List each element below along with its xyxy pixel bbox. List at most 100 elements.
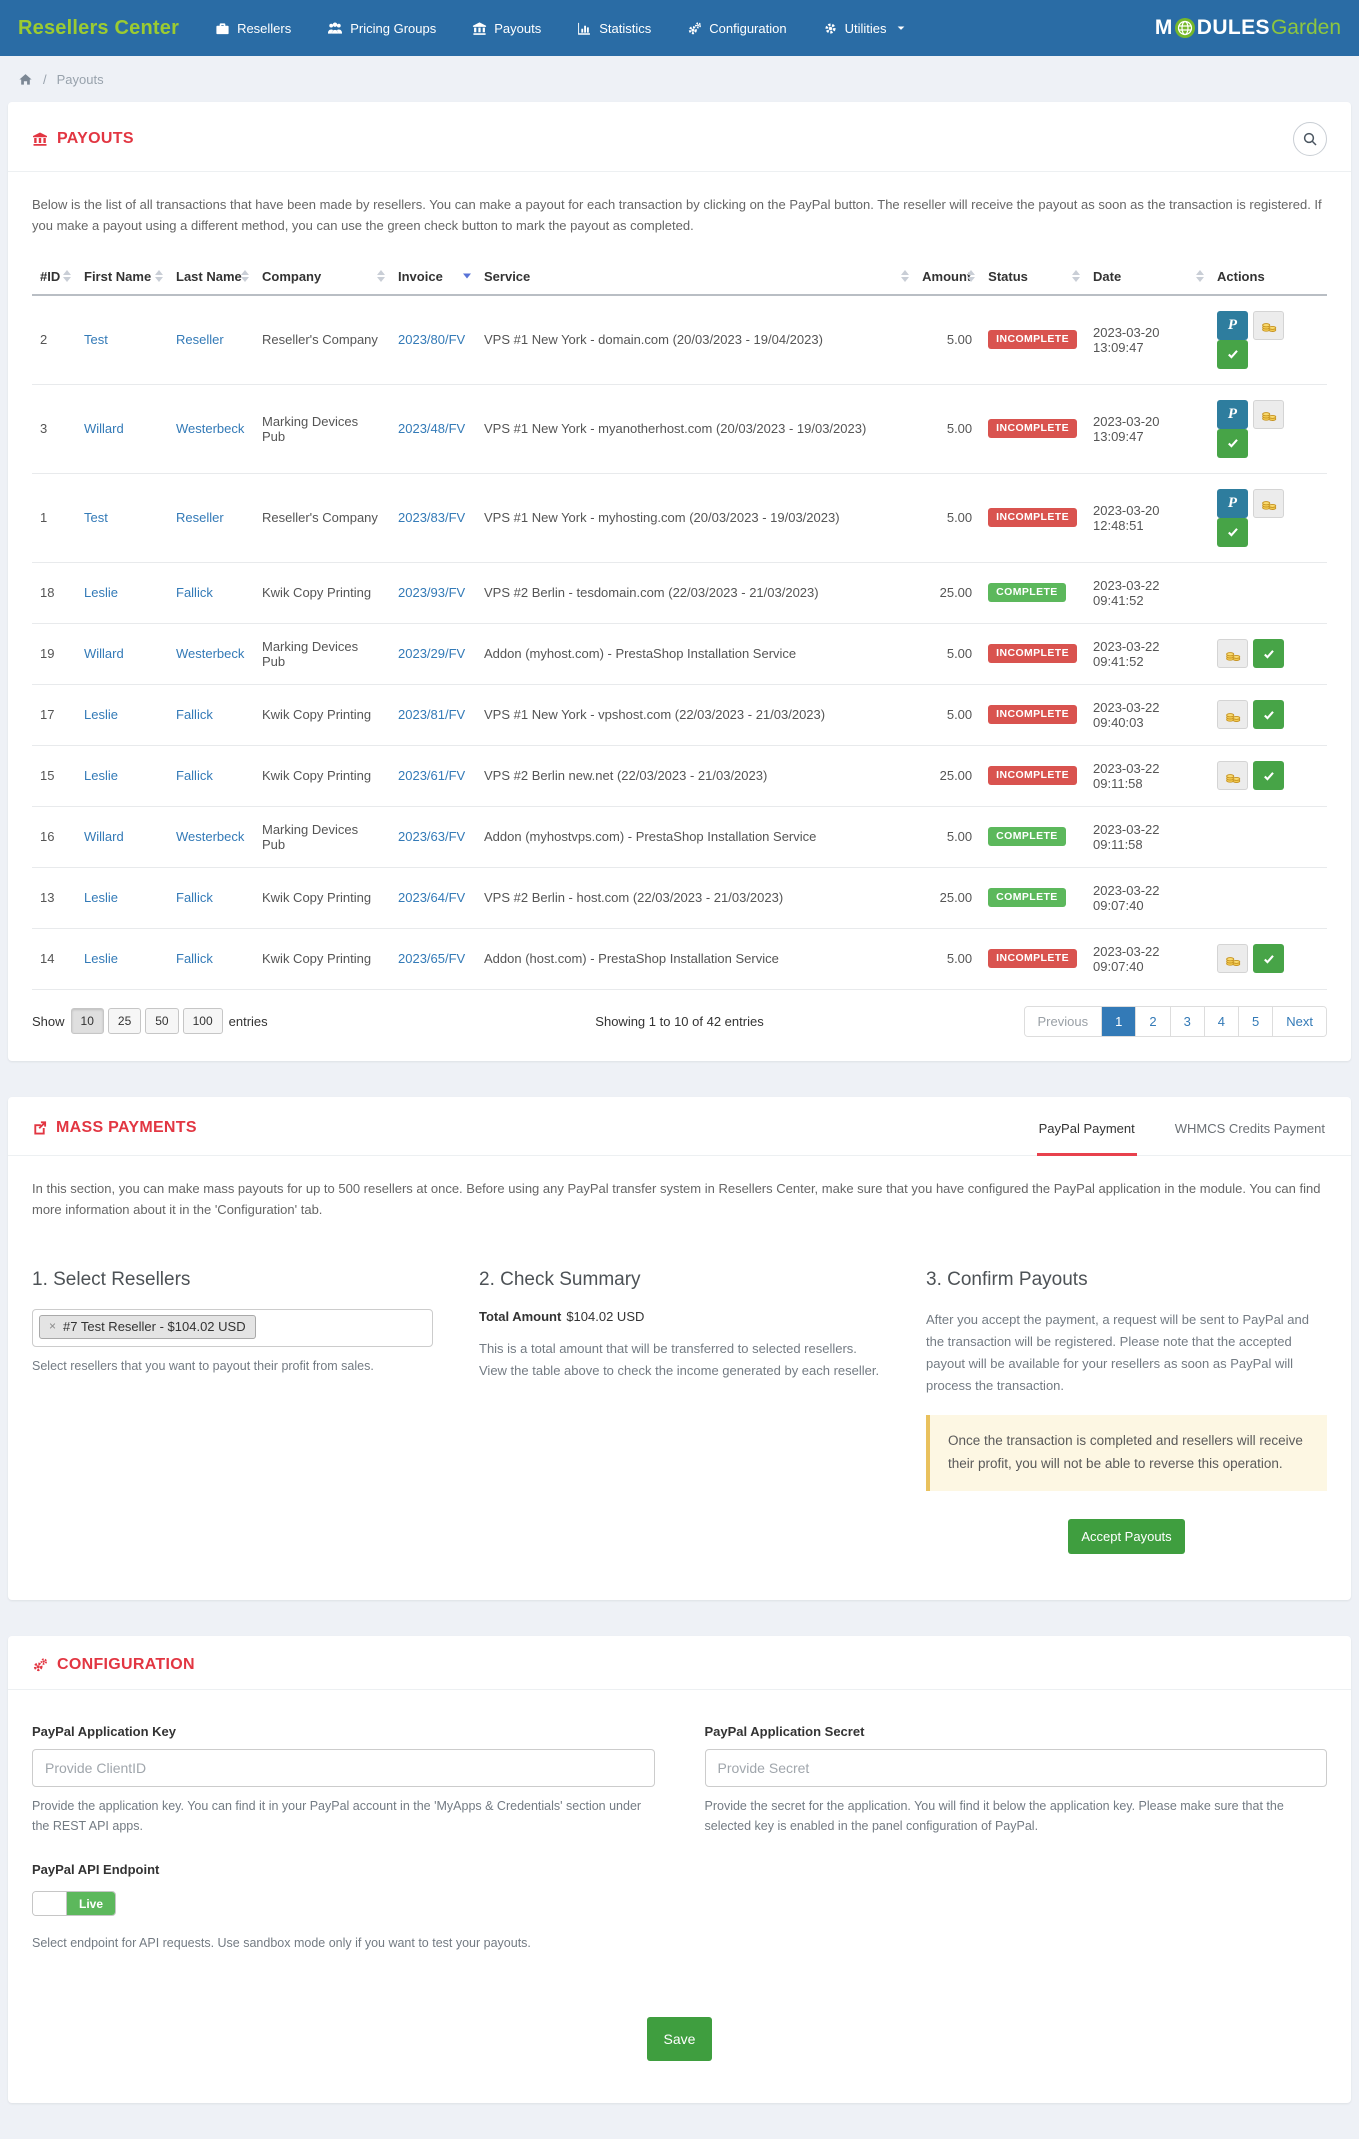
cell-invoice: 2023/81/FV: [390, 684, 476, 746]
cell-service: VPS #2 Berlin new.net (22/03/2023 - 21/0…: [476, 745, 915, 807]
mark-complete-button[interactable]: [1217, 428, 1248, 458]
column-header-service[interactable]: Service: [476, 258, 915, 296]
last-name-link[interactable]: Westerbeck: [176, 421, 245, 437]
invoice-link[interactable]: 2023/83/FV: [398, 510, 466, 526]
step3-heading: 3. Confirm Payouts: [926, 1268, 1088, 1290]
mark-complete-button[interactable]: [1217, 339, 1248, 369]
cell-invoice: 2023/61/FV: [390, 745, 476, 807]
app-secret-label: PayPal Application Secret: [704, 1724, 865, 1739]
credits-payout-button[interactable]: [1217, 700, 1248, 730]
last-name-link[interactable]: Reseller: [176, 510, 224, 526]
first-name-link[interactable]: Willard: [84, 421, 124, 437]
first-name-link[interactable]: Willard: [84, 829, 124, 845]
first-name-link[interactable]: Leslie: [84, 585, 118, 601]
app-brand[interactable]: Resellers Center: [18, 16, 180, 39]
nav-item-statistics[interactable]: Statistics: [577, 21, 651, 36]
pagination-page-1[interactable]: 1: [1101, 1006, 1136, 1036]
cell-first-name: Test: [76, 473, 168, 563]
credits-payout-button[interactable]: [1253, 488, 1284, 518]
page-size-10[interactable]: 10: [70, 1008, 104, 1035]
mark-complete-button[interactable]: [1253, 639, 1284, 669]
last-name-link[interactable]: Reseller: [176, 332, 224, 348]
last-name-link[interactable]: Fallick: [176, 890, 213, 906]
nav-item-utilities[interactable]: Utilities: [823, 21, 908, 36]
column-header-first-name[interactable]: First Name: [76, 258, 168, 296]
paypal-payout-button[interactable]: P: [1217, 399, 1248, 429]
first-name-link[interactable]: Willard: [84, 646, 124, 662]
credits-payout-button[interactable]: [1217, 639, 1248, 669]
endpoint-toggle-value: Live: [67, 1892, 115, 1915]
mark-complete-button[interactable]: [1253, 761, 1284, 791]
invoice-link[interactable]: 2023/65/FV: [398, 951, 466, 967]
first-name-link[interactable]: Test: [84, 510, 108, 526]
first-name-link[interactable]: Leslie: [84, 707, 118, 723]
first-name-link[interactable]: Leslie: [84, 951, 118, 967]
credits-payout-button[interactable]: [1253, 399, 1284, 429]
nav-item-configuration[interactable]: Configuration: [687, 21, 787, 36]
step1-heading: 1. Select Resellers: [32, 1268, 191, 1290]
page-size-50[interactable]: 50: [145, 1008, 179, 1035]
pagination-page-3[interactable]: 3: [1169, 1006, 1204, 1036]
invoice-link[interactable]: 2023/80/FV: [398, 332, 466, 348]
pagination-page-2[interactable]: 2: [1135, 1006, 1170, 1036]
save-button[interactable]: Save: [646, 2017, 713, 2061]
column-header-invoice[interactable]: Invoice: [390, 258, 476, 296]
paypal-payout-button[interactable]: P: [1217, 310, 1248, 340]
last-name-link[interactable]: Westerbeck: [176, 829, 245, 845]
column-header-date[interactable]: Date: [1085, 258, 1209, 296]
cell-last-name: Fallick: [168, 562, 254, 624]
column-header-status[interactable]: Status: [980, 258, 1085, 296]
home-icon[interactable]: [18, 72, 33, 87]
tab-paypal-payment[interactable]: PayPal Payment: [1036, 1097, 1137, 1156]
column-header-id[interactable]: #ID: [32, 258, 76, 296]
invoice-link[interactable]: 2023/61/FV: [398, 768, 466, 784]
tab-whmcs-credits-payment[interactable]: WHMCS Credits Payment: [1174, 1120, 1325, 1136]
pagination-previous[interactable]: Previous: [1024, 1006, 1102, 1036]
invoice-link[interactable]: 2023/29/FV: [398, 646, 466, 662]
mark-complete-button[interactable]: [1253, 700, 1284, 730]
search-button[interactable]: [1293, 122, 1327, 156]
column-header-last-name[interactable]: Last Name: [168, 258, 254, 296]
mark-complete-button[interactable]: [1217, 517, 1248, 547]
resellers-multiselect[interactable]: × #7 Test Reseller - $104.02 USD: [32, 1308, 433, 1347]
first-name-link[interactable]: Test: [84, 332, 108, 348]
cell-actions: [1209, 623, 1327, 685]
last-name-link[interactable]: Fallick: [176, 951, 213, 967]
nav-item-resellers[interactable]: Resellers: [215, 21, 291, 36]
table-header-row: #ID First Name Last Name Company Invoice Serv…: [32, 258, 1327, 296]
last-name-link[interactable]: Fallick: [176, 585, 213, 601]
nav-item-payouts[interactable]: Payouts: [472, 21, 541, 36]
invoice-link[interactable]: 2023/93/FV: [398, 585, 466, 601]
last-name-link[interactable]: Fallick: [176, 707, 213, 723]
cell-id: 17: [32, 684, 76, 746]
last-name-link[interactable]: Westerbeck: [176, 646, 245, 662]
accept-payouts-button[interactable]: Accept Payouts: [1068, 1519, 1185, 1554]
invoice-link[interactable]: 2023/81/FV: [398, 707, 466, 723]
invoice-link[interactable]: 2023/48/FV: [398, 421, 466, 437]
pagination-page-5[interactable]: 5: [1238, 1006, 1273, 1036]
nav-item-pricing-groups[interactable]: Pricing Groups: [327, 20, 436, 36]
first-name-link[interactable]: Leslie: [84, 890, 118, 906]
endpoint-toggle[interactable]: Live: [32, 1891, 116, 1916]
pagination-next[interactable]: Next: [1272, 1006, 1326, 1036]
paypal-payout-button[interactable]: P: [1217, 488, 1248, 518]
top-navbar: Resellers Center Resellers Pricing Groups…: [0, 0, 1359, 56]
last-name-link[interactable]: Fallick: [176, 768, 213, 784]
credits-payout-button[interactable]: [1217, 944, 1248, 974]
remove-tag-icon[interactable]: ×: [49, 1319, 57, 1334]
cell-amount: 5.00: [914, 623, 981, 685]
invoice-link[interactable]: 2023/64/FV: [398, 890, 466, 906]
column-header-amount[interactable]: Amount: [914, 258, 981, 296]
page-size-100[interactable]: 100: [182, 1008, 223, 1035]
first-name-link[interactable]: Leslie: [84, 768, 118, 784]
invoice-link[interactable]: 2023/63/FV: [398, 829, 466, 845]
app-secret-input[interactable]: [704, 1749, 1327, 1787]
credits-payout-button[interactable]: [1253, 310, 1284, 340]
mark-complete-button[interactable]: [1253, 944, 1284, 974]
app-key-input[interactable]: [32, 1749, 655, 1787]
page-size-25[interactable]: 25: [107, 1008, 142, 1035]
credits-payout-button[interactable]: [1217, 761, 1248, 791]
column-header-company[interactable]: Company: [254, 258, 390, 296]
cell-actions: [1209, 806, 1327, 868]
pagination-page-4[interactable]: 4: [1203, 1006, 1239, 1036]
